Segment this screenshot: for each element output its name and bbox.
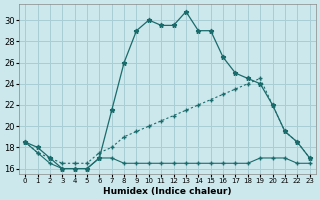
X-axis label: Humidex (Indice chaleur): Humidex (Indice chaleur) xyxy=(103,187,232,196)
